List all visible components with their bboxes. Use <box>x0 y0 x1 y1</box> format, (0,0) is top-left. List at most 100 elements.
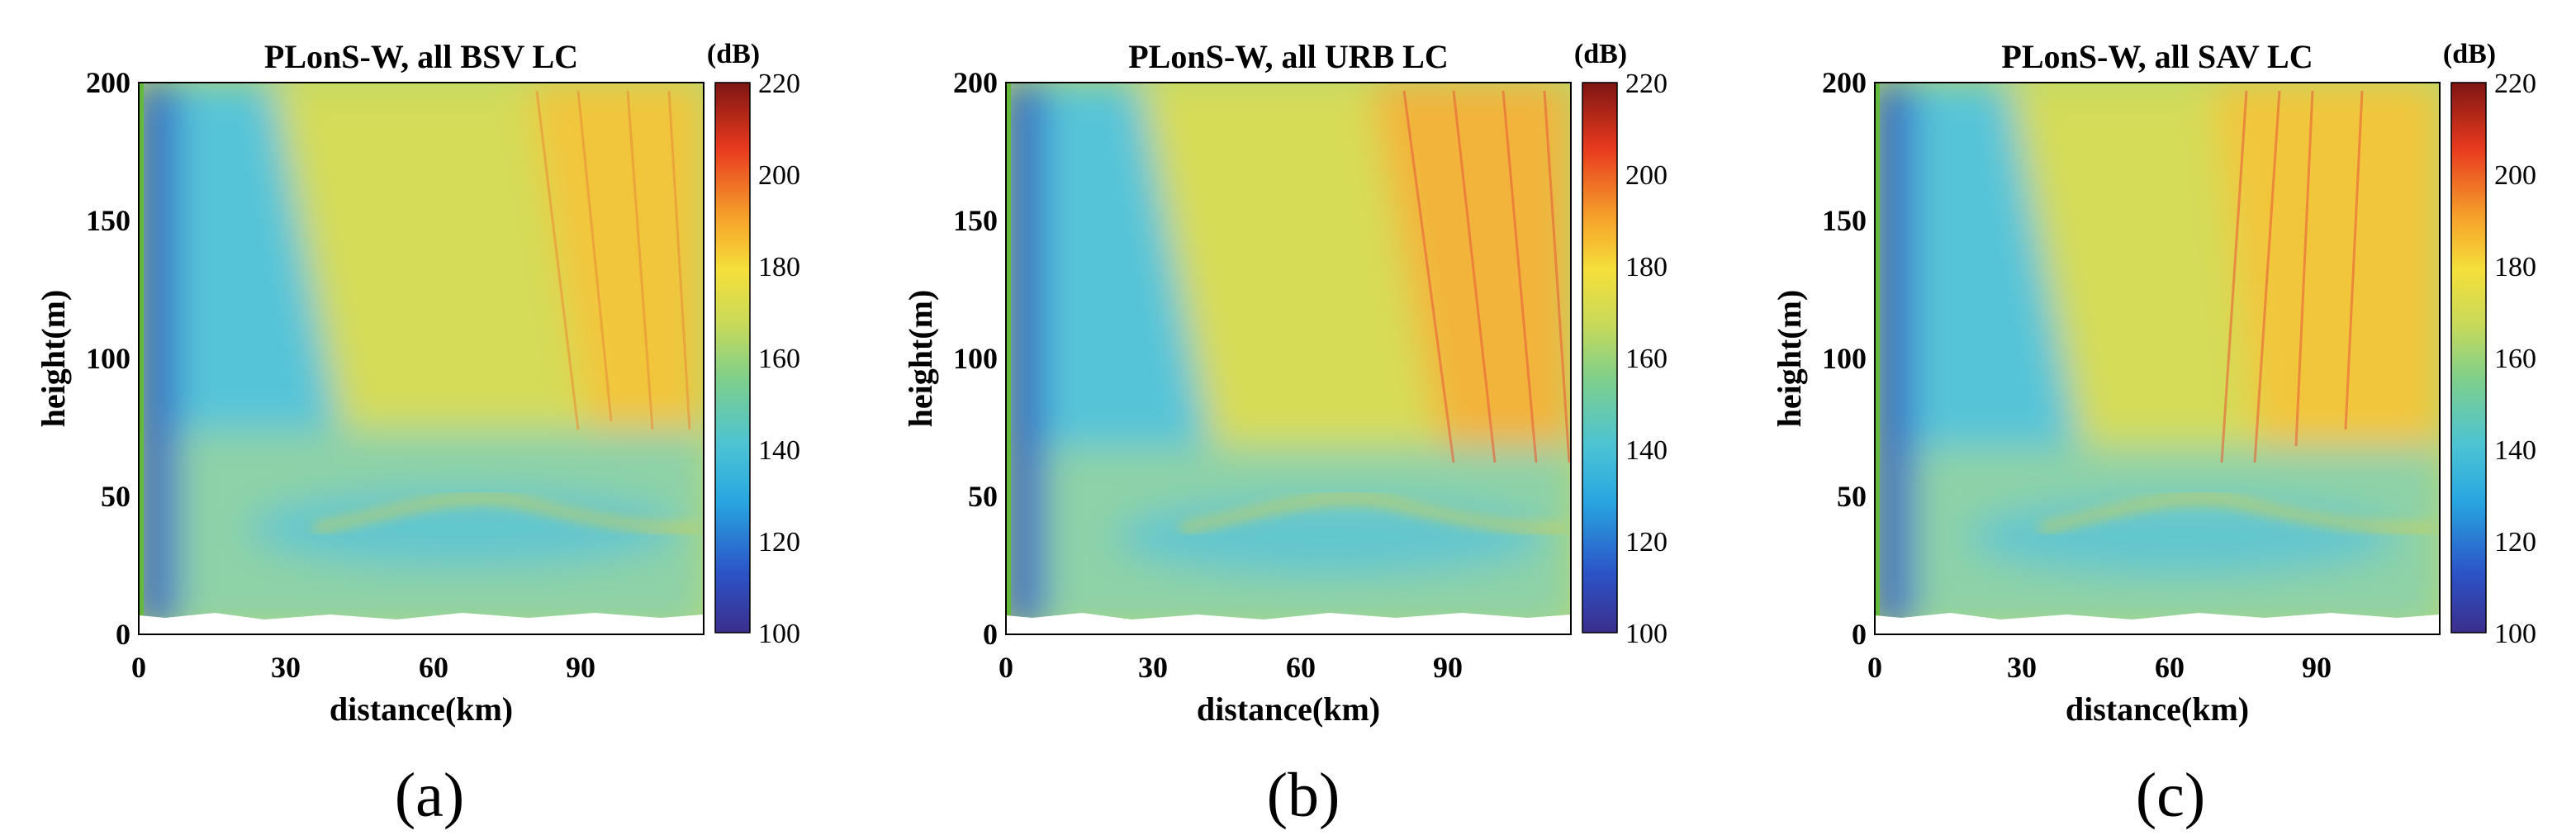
heatmap-transmitter-edge <box>139 83 144 634</box>
x-axis: 0 30 60 90 <box>1867 651 2332 684</box>
x-tick-label: 0 <box>131 651 146 684</box>
y-axis-label: height(m) <box>35 290 72 428</box>
colorbar-tick-label: 160 <box>2494 344 2536 374</box>
colorbar-tick-label: 180 <box>2494 252 2536 282</box>
colorbar-tick-label: 200 <box>758 160 800 191</box>
panel-c: PLonS-W, all SAV LC <box>1771 38 2536 830</box>
x-tick-label: 90 <box>566 651 595 684</box>
heatmap-region-far-range <box>2213 83 2440 496</box>
heatmap-region-far-range <box>1371 83 1571 512</box>
y-tick-label: 50 <box>968 480 998 513</box>
colorbar-tick-label: 180 <box>1625 252 1668 282</box>
heatmap-region-near-column <box>1006 83 1043 628</box>
y-tick-label: 100 <box>1822 342 1867 375</box>
panel-caption: (a) <box>395 761 464 830</box>
colorbar-unit-label: (dB) <box>2443 39 2496 69</box>
x-tick-label: 60 <box>419 651 448 684</box>
y-tick-label: 200 <box>1822 66 1867 99</box>
colorbar-tick-label: 220 <box>1625 69 1668 99</box>
colorbar-tick-label: 220 <box>758 69 800 99</box>
y-axis-label: height(m) <box>902 290 939 428</box>
y-tick-label: 100 <box>86 342 130 375</box>
y-tick-label: 200 <box>86 66 130 99</box>
colorbar-tick-label: 200 <box>2494 160 2536 191</box>
colorbar-tick-label: 160 <box>1625 344 1668 374</box>
colorbar-tick-label: 120 <box>1625 527 1668 558</box>
panel-caption: (c) <box>2136 761 2205 830</box>
plot-frame <box>138 82 704 635</box>
terrain-mask <box>1006 613 1571 634</box>
colorbar-tick-label: 140 <box>758 435 800 466</box>
y-tick-label: 100 <box>953 342 998 375</box>
heatmap-region-near-column <box>1875 83 1912 628</box>
panel-b: PLonS-W, all URB LC <box>902 38 1668 830</box>
plot-frame <box>1874 82 2441 635</box>
plot-frame <box>1005 82 1572 635</box>
colorbar-unit-label: (dB) <box>1574 39 1627 69</box>
y-tick-label: 150 <box>953 204 998 237</box>
plot-title: PLonS-W, all BSV LC <box>264 38 578 75</box>
heatmap-region-near-range-wedge <box>1012 83 1214 463</box>
y-tick-label: 150 <box>1822 204 1867 237</box>
heatmap-region-duct-band <box>1966 500 2395 574</box>
colorbar-tick-label: 120 <box>758 527 800 558</box>
y-tick-label: 0 <box>116 618 130 651</box>
colorbar-tick-label: 160 <box>758 344 800 374</box>
heatmap-region-duct-band <box>248 491 677 566</box>
x-tick-label: 90 <box>1433 651 1463 684</box>
y-axis: 0 50 100 150 200 <box>86 66 130 651</box>
y-tick-label: 0 <box>1852 618 1867 651</box>
heatmap-transmitter-edge <box>1875 83 1880 634</box>
y-axis-label: height(m) <box>1771 290 1808 428</box>
colorbar-gradient <box>1582 82 1618 634</box>
colorbar: (dB) 100 120 140 160 180 200 220 <box>1574 39 1668 649</box>
y-tick-label: 200 <box>953 66 998 99</box>
y-tick-label: 50 <box>101 480 130 513</box>
x-axis-label: distance(km) <box>330 691 513 728</box>
x-tick-label: 30 <box>2007 651 2037 684</box>
x-tick-label: 30 <box>1138 651 1168 684</box>
heatmap-region-near-range-wedge <box>145 83 347 463</box>
heatmap-transmitter-edge <box>1006 83 1011 634</box>
terrain-mask <box>139 613 704 634</box>
colorbar-tick-label: 100 <box>1625 619 1668 649</box>
heatmap-duct-ridge <box>313 495 699 532</box>
y-tick-label: 0 <box>983 618 998 651</box>
y-axis: 0 50 100 150 200 <box>1822 66 1867 651</box>
heatmap-duct-ridge <box>1180 495 1566 532</box>
colorbar: (dB) 100 120 140 160 180 200 220 <box>2443 39 2536 649</box>
colorbar-tick-label: 220 <box>2494 69 2536 99</box>
colorbar-tick-label: 200 <box>1625 160 1668 191</box>
x-tick-label: 0 <box>1867 651 1882 684</box>
x-tick-label: 60 <box>1286 651 1316 684</box>
colorbar-tick-label: 120 <box>2494 527 2536 558</box>
x-tick-label: 30 <box>271 651 301 684</box>
x-axis-label: distance(km) <box>1197 691 1380 728</box>
x-tick-label: 60 <box>2155 651 2185 684</box>
x-axis: 0 30 60 90 <box>999 651 1463 684</box>
heatmap-plot-area <box>1005 82 1572 635</box>
x-axis-label: distance(km) <box>2066 691 2249 728</box>
heatmap-region-near-range-wedge <box>1881 83 2083 463</box>
y-tick-label: 50 <box>1837 480 1867 513</box>
colorbar-tick-label: 180 <box>758 252 800 282</box>
colorbar-tick-label: 140 <box>1625 435 1668 466</box>
heatmap-duct-ridge <box>2039 495 2435 532</box>
y-axis: 0 50 100 150 200 <box>953 66 998 651</box>
heatmap-plot-area <box>138 82 704 635</box>
heatmap-plot-area <box>1874 82 2441 635</box>
plot-title: PLonS-W, all URB LC <box>1128 38 1449 75</box>
colorbar-tick-label: 100 <box>758 619 800 649</box>
colorbar-tick-label: 100 <box>2494 619 2536 649</box>
x-tick-label: 0 <box>999 651 1013 684</box>
x-axis: 0 30 60 90 <box>131 651 595 684</box>
colorbar: (dB) 100 120 140 160 180 200 220 <box>707 39 800 649</box>
heatmap-region-near-column <box>139 83 176 628</box>
panel-caption: (b) <box>1267 761 1340 830</box>
panel-a: PLonS-W, all BSV LC <box>35 38 800 830</box>
x-tick-label: 90 <box>2302 651 2332 684</box>
colorbar-tick-label: 140 <box>2494 435 2536 466</box>
colorbar-gradient <box>2450 82 2487 634</box>
y-tick-label: 150 <box>86 204 130 237</box>
